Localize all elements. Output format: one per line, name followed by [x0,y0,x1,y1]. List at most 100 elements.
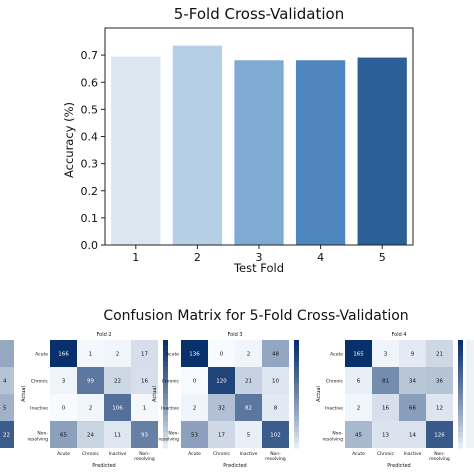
cm-cell [104,367,131,394]
cm-y-label: Actual [21,386,27,402]
cm-cell-value: 65 [60,433,67,439]
x-tick-label: 3 [256,251,263,264]
cm-col-label: resolving [265,456,286,462]
bar-chart: 5-Fold Cross-Validation 0.00.10.20.30.40… [62,5,414,275]
cm-colorbar-segment [294,399,299,406]
cm-cell-value: 16 [141,379,148,385]
cm-panel-fold-2: Fold 2 166 1 2 17 3 99 22 16 0 2 106 1 65 24 11 93 Acute C… [21,332,168,469]
cm-cell [131,340,158,367]
cm-colorbar-segment [163,415,168,422]
cm-colorbar-segment [163,421,168,427]
cm-colorbar-segment [458,431,463,438]
cm-cell [426,394,453,421]
cm-cell [235,367,262,394]
cm-colorbar-segment [458,340,463,346]
cm-cell-value: 1 [89,352,93,358]
cm-cell [345,367,372,394]
cm-cell-value: 120 [216,379,227,385]
cm-cell-value: 0 [62,406,66,412]
cm-panel-title: Fold 2 [96,332,111,338]
cm-panel-partial-right [466,340,474,448]
cm-cell [0,367,14,394]
cm-cell [181,340,208,367]
cm-colorbar-segment [294,415,299,422]
cm-cell [104,421,131,448]
cm-cell [262,421,289,448]
cm-cell-value: 136 [189,352,200,358]
cm-row-label: Inactive [30,406,48,412]
cm-colorbar-segment [163,437,168,444]
cm-cell-value: 53 [191,433,198,439]
cm-row-label: Acute [35,352,48,358]
cm-colorbar-segment [458,350,463,357]
cm-colorbar-segment [294,394,299,400]
cm-panel-title: Fold 3 [227,332,242,338]
cm-colorbar-segment [163,377,168,384]
cm-cell-value: 34 [409,379,416,385]
cm-colorbar-segment [163,383,168,390]
cm-panel-partial-left: 4 5 22 [0,340,14,448]
cm-cell-value: 16 [382,406,389,412]
cm-cell-value: 82 [245,406,252,412]
cm-cell [426,340,453,367]
cm-colorbar-segment [163,410,168,417]
cm-panel-title: Fold 4 [391,332,406,338]
cm-colorbar [458,340,463,449]
cm-colorbar-segment [458,415,463,422]
cm-cell [181,421,208,448]
cm-row-label: Acute [330,352,343,358]
cm-cell-value: 3 [384,352,388,358]
cm-colorbar-segment [458,383,463,390]
cm-colorbar-segment [163,350,168,357]
cm-row-label: Inactive [325,406,343,412]
cm-cell [131,367,158,394]
cm-cell-value: 24 [87,433,94,439]
cm-cell [50,394,77,421]
cm-row-label: Chronic [326,379,344,385]
cm-colorbar-segment [294,377,299,384]
cm-colorbar-segment [294,367,299,373]
cm-col-label: Chronic [82,451,100,457]
x-tick-label: 1 [132,251,139,264]
cm-colorbar-segment [458,367,463,373]
cm-cell [50,367,77,394]
cm-col-label: resolving [429,456,450,462]
cm-cell-value: 99 [87,379,94,385]
cm-cell-value: 22 [3,433,10,439]
cm-cell [0,394,14,421]
cm-cell-value: 3 [62,379,66,385]
cm-colorbar-segment [163,442,168,449]
cm-col-label: Chronic [213,451,231,457]
cm-cell-value: 81 [382,379,389,385]
cm-cell [104,394,131,421]
cm-row-label: resolving [159,437,180,443]
cm-cell-value: 17 [141,352,148,358]
cm-colorbar-segment [163,399,168,406]
cm-colorbar-segment [458,421,463,427]
cm-cell [345,394,372,421]
cm-y-label: Actual [152,386,158,402]
cm-colorbar-segment [458,345,463,352]
cm-colorbar-segment [163,404,168,411]
cm-colorbar-segment [458,372,463,379]
cm-row-label: Non- [168,431,179,437]
cm-colorbar-segment [163,431,168,438]
y-tick-label: 0.7 [81,49,99,62]
cm-cell [0,340,14,367]
cm-colorbar-segment [294,340,299,346]
cm-colorbar-segment [458,442,463,449]
cm-x-label: Predicted [92,463,115,469]
cm-colorbar-segment [294,361,299,368]
cm-cell [262,340,289,367]
cm-cell-value: 102 [270,433,281,439]
bar-chart-title: 5-Fold Cross-Validation [174,5,344,23]
cm-cell [399,394,426,421]
bar-plot-area: 0.0 0.1 0.2 0.3 0.4 0.5 0.6 0.7 1 2 3 4 5 [81,27,414,264]
cm-cell [372,340,399,367]
cm-cell-value: 6 [357,379,361,385]
cm-col-label: Inactive [404,451,422,457]
cm-row-label: resolving [28,437,49,443]
x-tick-label: 4 [317,251,324,264]
